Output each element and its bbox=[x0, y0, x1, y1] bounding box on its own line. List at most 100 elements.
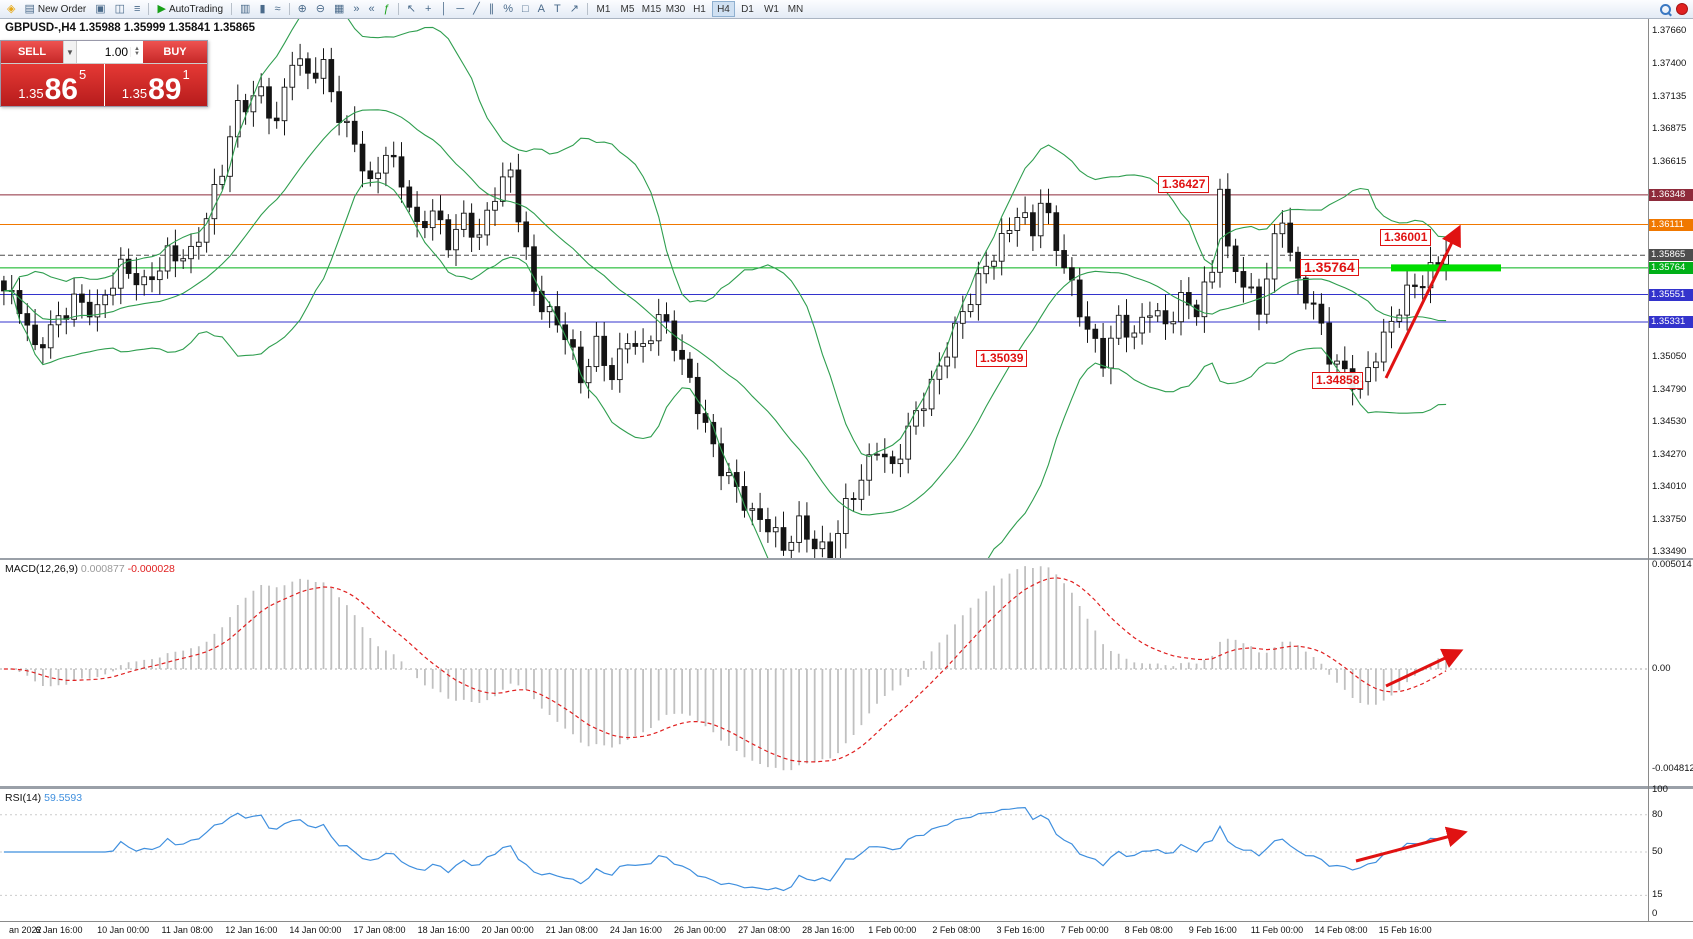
price-annotation-label: 1.35764 bbox=[1300, 258, 1359, 276]
volume-input[interactable] bbox=[77, 45, 131, 59]
zoom-in-icon[interactable]: ⊕ bbox=[294, 1, 311, 17]
time-axis-label: 20 Jan 00:00 bbox=[481, 925, 534, 935]
timeframe-h1-button[interactable]: H1 bbox=[688, 1, 711, 17]
new-order-glyph: ▤ bbox=[24, 2, 35, 15]
new-order-button[interactable]: ▤ New Order bbox=[20, 1, 90, 17]
rsi-indicator-label: RSI(14) 59.5593 bbox=[5, 792, 82, 804]
terminal-window-icon[interactable]: ≡ bbox=[130, 1, 144, 17]
buy-price-pip: 1 bbox=[182, 67, 190, 82]
time-axis-label: 8 Feb 08:00 bbox=[1124, 925, 1173, 935]
price-axis-tick: 1.34790 bbox=[1652, 383, 1687, 395]
sell-price[interactable]: 1.35 86 5 bbox=[1, 64, 104, 106]
bar-chart-icon[interactable]: ▥ bbox=[236, 1, 254, 17]
price-axis-tick: 1.37135 bbox=[1652, 90, 1687, 102]
price-axis-tick: 1.33750 bbox=[1652, 513, 1687, 525]
notification-badge-icon[interactable] bbox=[1676, 3, 1688, 15]
shapes-icon-glyph: □ bbox=[522, 2, 529, 15]
horizontal-line-icon-glyph: ─ bbox=[456, 2, 465, 15]
zoom-out-icon-glyph: ⊖ bbox=[315, 2, 325, 15]
price-axis-level-label: 1.36348 bbox=[1649, 188, 1693, 201]
pane-separator[interactable] bbox=[0, 786, 1693, 789]
timeframe-d1-button[interactable]: D1 bbox=[736, 1, 759, 17]
app-icon[interactable]: ◈ bbox=[3, 1, 19, 17]
toolbar: ◈ ▤ New Order ▣ ◫ ≡ ▶ AutoTrading ▥ ▮ ≈ ⊕ ⊖ ▦ » « ƒ ↖ + │ ─ ╱… bbox=[0, 0, 1693, 19]
time-axis-label: 27 Jan 08:00 bbox=[738, 925, 791, 935]
sell-button[interactable]: SELL bbox=[1, 41, 63, 63]
new-order-button-label: New Order bbox=[37, 3, 87, 15]
shapes-icon[interactable]: □ bbox=[518, 1, 533, 17]
sell-price-prefix: 1.35 bbox=[18, 86, 44, 101]
cursor-icon[interactable]: ↖ bbox=[403, 1, 420, 17]
macd-indicator-label: MACD(12,26,9) 0.000877 -0.000028 bbox=[5, 563, 175, 575]
rsi-pane-canvas[interactable] bbox=[0, 789, 1693, 921]
text-label-icon[interactable]: T bbox=[550, 1, 565, 17]
timeframe-m1-button[interactable]: M1 bbox=[592, 1, 615, 17]
buy-price[interactable]: 1.35 89 1 bbox=[103, 64, 207, 106]
text-icon[interactable]: A bbox=[534, 1, 549, 17]
profiles-icon-glyph: ▣ bbox=[95, 2, 106, 15]
timeframe-m30-button[interactable]: M30 bbox=[664, 1, 687, 17]
auto-scroll-icon[interactable]: » bbox=[349, 1, 363, 17]
price-chart-canvas[interactable] bbox=[0, 18, 1693, 558]
price-annotation-label: 1.36427 bbox=[1158, 176, 1210, 194]
timeframe-mn-button[interactable]: MN bbox=[784, 1, 807, 17]
indicators-icon[interactable]: ƒ bbox=[380, 1, 394, 17]
time-axis-label: 26 Jan 00:00 bbox=[673, 925, 727, 935]
pane-separator[interactable] bbox=[0, 558, 1693, 560]
line-chart-icon[interactable]: ≈ bbox=[271, 1, 285, 17]
channel-icon[interactable]: ∥ bbox=[485, 1, 499, 17]
autotrading-button[interactable]: ▶ AutoTrading bbox=[153, 1, 227, 17]
crosshair-icon[interactable]: + bbox=[421, 1, 435, 17]
price-axis-tick: 1.34270 bbox=[1652, 448, 1687, 460]
buy-price-prefix: 1.35 bbox=[121, 86, 148, 101]
chart-shift-icon-glyph: « bbox=[368, 2, 375, 15]
candlestick-chart-icon[interactable]: ▮ bbox=[255, 1, 269, 17]
vertical-line-icon[interactable]: │ bbox=[436, 1, 451, 17]
time-axis-label: 7 Feb 00:00 bbox=[1060, 925, 1109, 935]
time-axis-label: 3 Feb 16:00 bbox=[996, 925, 1045, 935]
macd-pane-canvas[interactable] bbox=[0, 560, 1693, 786]
bar-chart-icon-glyph: ▥ bbox=[240, 2, 251, 15]
toolbar-separator bbox=[148, 3, 150, 15]
spinner-down-icon[interactable]: ▼ bbox=[134, 51, 140, 57]
price-annotation-label: 1.36001 bbox=[1380, 229, 1432, 247]
order-type-dropdown[interactable]: ▼ bbox=[63, 41, 77, 63]
price-axis-tick: 1.34010 bbox=[1652, 481, 1687, 492]
macd-axis-tick: 0.00 bbox=[1652, 663, 1671, 674]
timeframe-w1-button[interactable]: W1 bbox=[760, 1, 783, 17]
chart-shift-icon[interactable]: « bbox=[365, 1, 379, 17]
macd-main-value: 0.000877 bbox=[80, 563, 125, 575]
trade-panel-prices: 1.35 86 5 1.35 89 1 bbox=[1, 64, 207, 106]
trendline-icon[interactable]: ╱ bbox=[469, 1, 484, 17]
toolbar-separator bbox=[397, 3, 399, 15]
timeframe-h4-button[interactable]: H4 bbox=[711, 1, 735, 17]
tile-windows-icon[interactable]: ▦ bbox=[330, 1, 348, 17]
channel-icon-glyph: ∥ bbox=[488, 2, 495, 15]
autotrading-glyph: ▶ bbox=[157, 2, 166, 15]
arrows-tool-icon[interactable]: ↗ bbox=[566, 1, 583, 17]
buy-button[interactable]: BUY bbox=[143, 41, 207, 63]
rsi-axis-tick: 15 bbox=[1652, 889, 1663, 901]
auto-scroll-icon-glyph: » bbox=[353, 2, 360, 15]
time-axis-label: 14 Feb 08:00 bbox=[1314, 925, 1368, 935]
horizontal-line-icon[interactable]: ─ bbox=[452, 1, 468, 17]
zoom-out-icon[interactable]: ⊖ bbox=[312, 1, 329, 17]
time-axis-label: 1 Feb 00:00 bbox=[868, 925, 917, 935]
spinner-up-icon[interactable]: ▲ bbox=[134, 46, 140, 52]
timeframe-m5-button[interactable]: M5 bbox=[616, 1, 639, 17]
fibonacci-icon-glyph: % bbox=[503, 2, 514, 15]
text-label-icon-glyph: T bbox=[554, 2, 561, 15]
timeframe-m15-button[interactable]: M15 bbox=[640, 1, 663, 17]
charts-window-icon[interactable]: ◫ bbox=[111, 1, 129, 17]
time-axis-label: 14 Jan 00:00 bbox=[289, 925, 342, 935]
rsi-axis-tick: 80 bbox=[1652, 808, 1663, 820]
time-axis-label: 18 Jan 16:00 bbox=[417, 925, 470, 935]
time-axis[interactable] bbox=[0, 921, 1693, 939]
rsi-axis-tick: 100 bbox=[1652, 784, 1668, 795]
profiles-icon[interactable]: ▣ bbox=[91, 1, 109, 17]
volume-spinner[interactable]: ▲ ▼ bbox=[130, 46, 143, 57]
fibonacci-icon[interactable]: % bbox=[499, 1, 517, 17]
price-axis-level-label: 1.35865 bbox=[1649, 249, 1693, 262]
search-icon[interactable] bbox=[1660, 3, 1671, 15]
arrows-tool-icon-glyph: ↗ bbox=[569, 2, 579, 15]
